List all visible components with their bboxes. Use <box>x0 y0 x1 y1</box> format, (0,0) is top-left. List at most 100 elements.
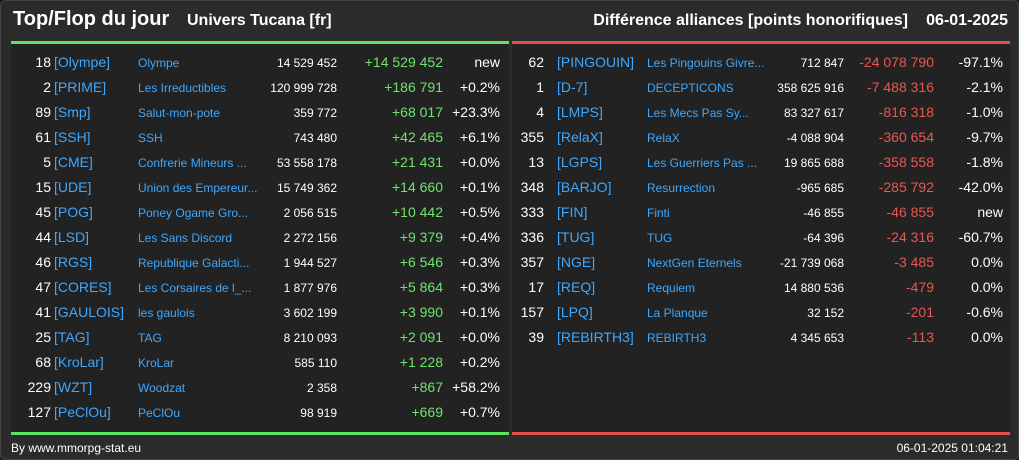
alliance-name-link[interactable]: Republique Galacti... <box>138 256 250 270</box>
alliance-tag-link[interactable]: [FIN] <box>557 204 588 220</box>
alliance-points: 15 749 362 <box>276 181 337 195</box>
list-item: 39 [REBIRTH3] REBIRTH3 4 345 653 -113 0.0% <box>512 325 1010 350</box>
points-difference: -816 318 <box>878 104 934 120</box>
alliance-rank: 45 <box>35 204 51 220</box>
list-item: 47 [CORES] Les Corsaires de l_... 1 877 976… <box>11 275 509 300</box>
alliance-rank: 62 <box>528 54 544 70</box>
flop-list: 62 [PINGOUIN] Les Pingouins Givre... 712 84… <box>512 50 1010 350</box>
list-item: 5 [CME] Confrerie Mineurs ... 53 558 178 +21… <box>11 150 509 175</box>
alliance-name-link[interactable]: Salut-mon-pote <box>138 106 221 120</box>
points-difference: -201 <box>905 304 934 320</box>
alliance-name-link[interactable]: les gaulois <box>138 306 195 320</box>
alliance-tag-link[interactable]: [PINGOUIN] <box>557 54 635 70</box>
alliance-tag-link[interactable]: [LSD] <box>54 229 90 245</box>
alliance-name-link[interactable]: REBIRTH3 <box>647 331 707 345</box>
alliance-name-link[interactable]: SSH <box>138 131 163 145</box>
list-item: 41 [GAULOIS] les gaulois 3 602 199 +3 990 +0.… <box>11 300 509 325</box>
alliance-points: 1 944 527 <box>283 256 337 270</box>
percent-change: -42.0% <box>958 179 1003 195</box>
alliance-tag-link[interactable]: [LMPS] <box>557 104 603 120</box>
alliance-tag-link[interactable]: [CORES] <box>54 279 112 295</box>
top-panel: 18 [Olympe] Olympe 14 529 452 +14 529 452 new… <box>11 41 509 435</box>
alliance-name-link[interactable]: Confrerie Mineurs ... <box>138 156 247 170</box>
list-item: 17 [REQ] Requiem 14 880 536 -479 0.0% <box>512 275 1010 300</box>
alliance-tag-link[interactable]: [BARJO] <box>557 179 612 195</box>
points-difference: +3 990 <box>399 304 443 320</box>
metric-label: Différence alliances [points honorifique… <box>593 12 908 29</box>
alliance-tag-link[interactable]: [Smp] <box>54 104 91 120</box>
list-item: 355 [RelaX] RelaX -4 088 904 -360 654 -9.7% <box>512 125 1010 150</box>
alliance-name-link[interactable]: La Planque <box>647 306 708 320</box>
alliance-tag-link[interactable]: [LPQ] <box>557 304 593 320</box>
alliance-points: 743 480 <box>293 131 337 145</box>
alliance-name-link[interactable]: Union des Empereur... <box>138 181 258 195</box>
alliance-tag-link[interactable]: [GAULOIS] <box>54 304 125 320</box>
alliance-name-link[interactable]: Woodzat <box>138 381 186 395</box>
alliance-name-link[interactable]: Les Mecs Pas Sy... <box>647 106 749 120</box>
alliance-tag-link[interactable]: [D-7] <box>557 79 588 95</box>
alliance-tag-link[interactable]: [KroLar] <box>54 354 104 370</box>
alliance-rank: 68 <box>35 354 51 370</box>
alliance-tag-link[interactable]: [WZT] <box>54 379 93 395</box>
alliance-rank: 18 <box>35 54 51 70</box>
percent-change: +0.3% <box>459 279 500 295</box>
alliance-tag-link[interactable]: [RelaX] <box>557 129 603 145</box>
percent-change: +0.2% <box>459 354 500 370</box>
page-title: Top/Flop du jour <box>13 8 170 30</box>
points-difference: +42 465 <box>392 129 443 145</box>
alliance-points: 2 358 <box>306 381 337 395</box>
alliance-name-link[interactable]: Olympe <box>138 56 180 70</box>
alliance-name-link[interactable]: PeClOu <box>138 406 181 420</box>
alliance-name-link[interactable]: Les Irreductibles <box>138 81 227 95</box>
alliance-name-link[interactable]: Resurrection <box>647 181 716 195</box>
alliance-tag-link[interactable]: [POG] <box>54 204 93 220</box>
points-difference: +10 442 <box>392 204 443 220</box>
alliance-name-link[interactable]: Les Guerriers Pas ... <box>647 156 758 170</box>
alliance-name-link[interactable]: Poney Ogame Gro... <box>138 206 249 220</box>
alliance-tag-link[interactable]: [UDE] <box>54 179 92 195</box>
alliance-tag-link[interactable]: [NGE] <box>557 254 596 270</box>
alliance-points: 14 529 452 <box>276 56 337 70</box>
alliance-name-link[interactable]: Les Corsaires de l_... <box>138 281 252 295</box>
alliance-points: -965 685 <box>796 181 844 195</box>
alliance-name-link[interactable]: Requiem <box>647 281 696 295</box>
alliance-points: 32 152 <box>807 306 844 320</box>
alliance-name-link[interactable]: KroLar <box>138 356 175 370</box>
alliance-rank: 15 <box>35 179 51 195</box>
alliance-tag-link[interactable]: [PRIME] <box>54 79 107 95</box>
alliance-name-link[interactable]: RelaX <box>647 131 680 145</box>
percent-change: +23.3% <box>452 104 500 120</box>
alliance-name-link[interactable]: DECEPTICONS <box>647 81 734 95</box>
alliance-tag-link[interactable]: [CME] <box>54 154 93 170</box>
alliance-tag-link[interactable]: [REBIRTH3] <box>557 329 634 345</box>
alliance-name-link[interactable]: Finti <box>647 206 670 220</box>
alliance-tag-link[interactable]: [SSH] <box>54 129 91 145</box>
list-item: 157 [LPQ] La Planque 32 152 -201 -0.6% <box>512 300 1010 325</box>
universe-label: Univers Tucana [fr] <box>187 12 332 29</box>
alliance-rank: 1 <box>536 79 544 95</box>
alliance-tag-link[interactable]: [RGS] <box>54 254 93 270</box>
list-item: 127 [PeClOu] PeClOu 98 919 +669 +0.7% <box>11 400 509 425</box>
percent-change: -2.1% <box>966 79 1003 95</box>
points-difference: -46 855 <box>886 204 934 220</box>
alliance-points: -21 739 068 <box>779 256 844 270</box>
alliance-tag-link[interactable]: [Olympe] <box>54 54 111 70</box>
alliance-name-link[interactable]: Les Sans Discord <box>138 231 233 245</box>
points-difference: -3 485 <box>894 254 934 270</box>
alliance-name-link[interactable]: NextGen Eternels <box>647 256 742 270</box>
alliance-name-link[interactable]: TAG <box>138 331 162 345</box>
alliance-points: 3 602 199 <box>283 306 337 320</box>
alliance-tag-link[interactable]: [TUG] <box>557 229 595 245</box>
alliance-points: -64 396 <box>803 231 844 245</box>
points-difference: +68 017 <box>392 104 443 120</box>
points-difference: +14 660 <box>392 179 443 195</box>
flop-panel: 62 [PINGOUIN] Les Pingouins Givre... 712 84… <box>512 41 1010 435</box>
alliance-name-link[interactable]: TUG <box>647 231 673 245</box>
alliance-tag-link[interactable]: [REQ] <box>557 279 596 295</box>
alliance-tag-link[interactable]: [LGPS] <box>557 154 603 170</box>
alliance-tag-link[interactable]: [TAG] <box>54 329 90 345</box>
alliance-name-link[interactable]: Les Pingouins Givre... <box>647 56 765 70</box>
alliance-points: 358 625 916 <box>777 81 844 95</box>
alliance-tag-link[interactable]: [PeClOu] <box>54 404 111 420</box>
alliance-rank: 5 <box>43 154 51 170</box>
